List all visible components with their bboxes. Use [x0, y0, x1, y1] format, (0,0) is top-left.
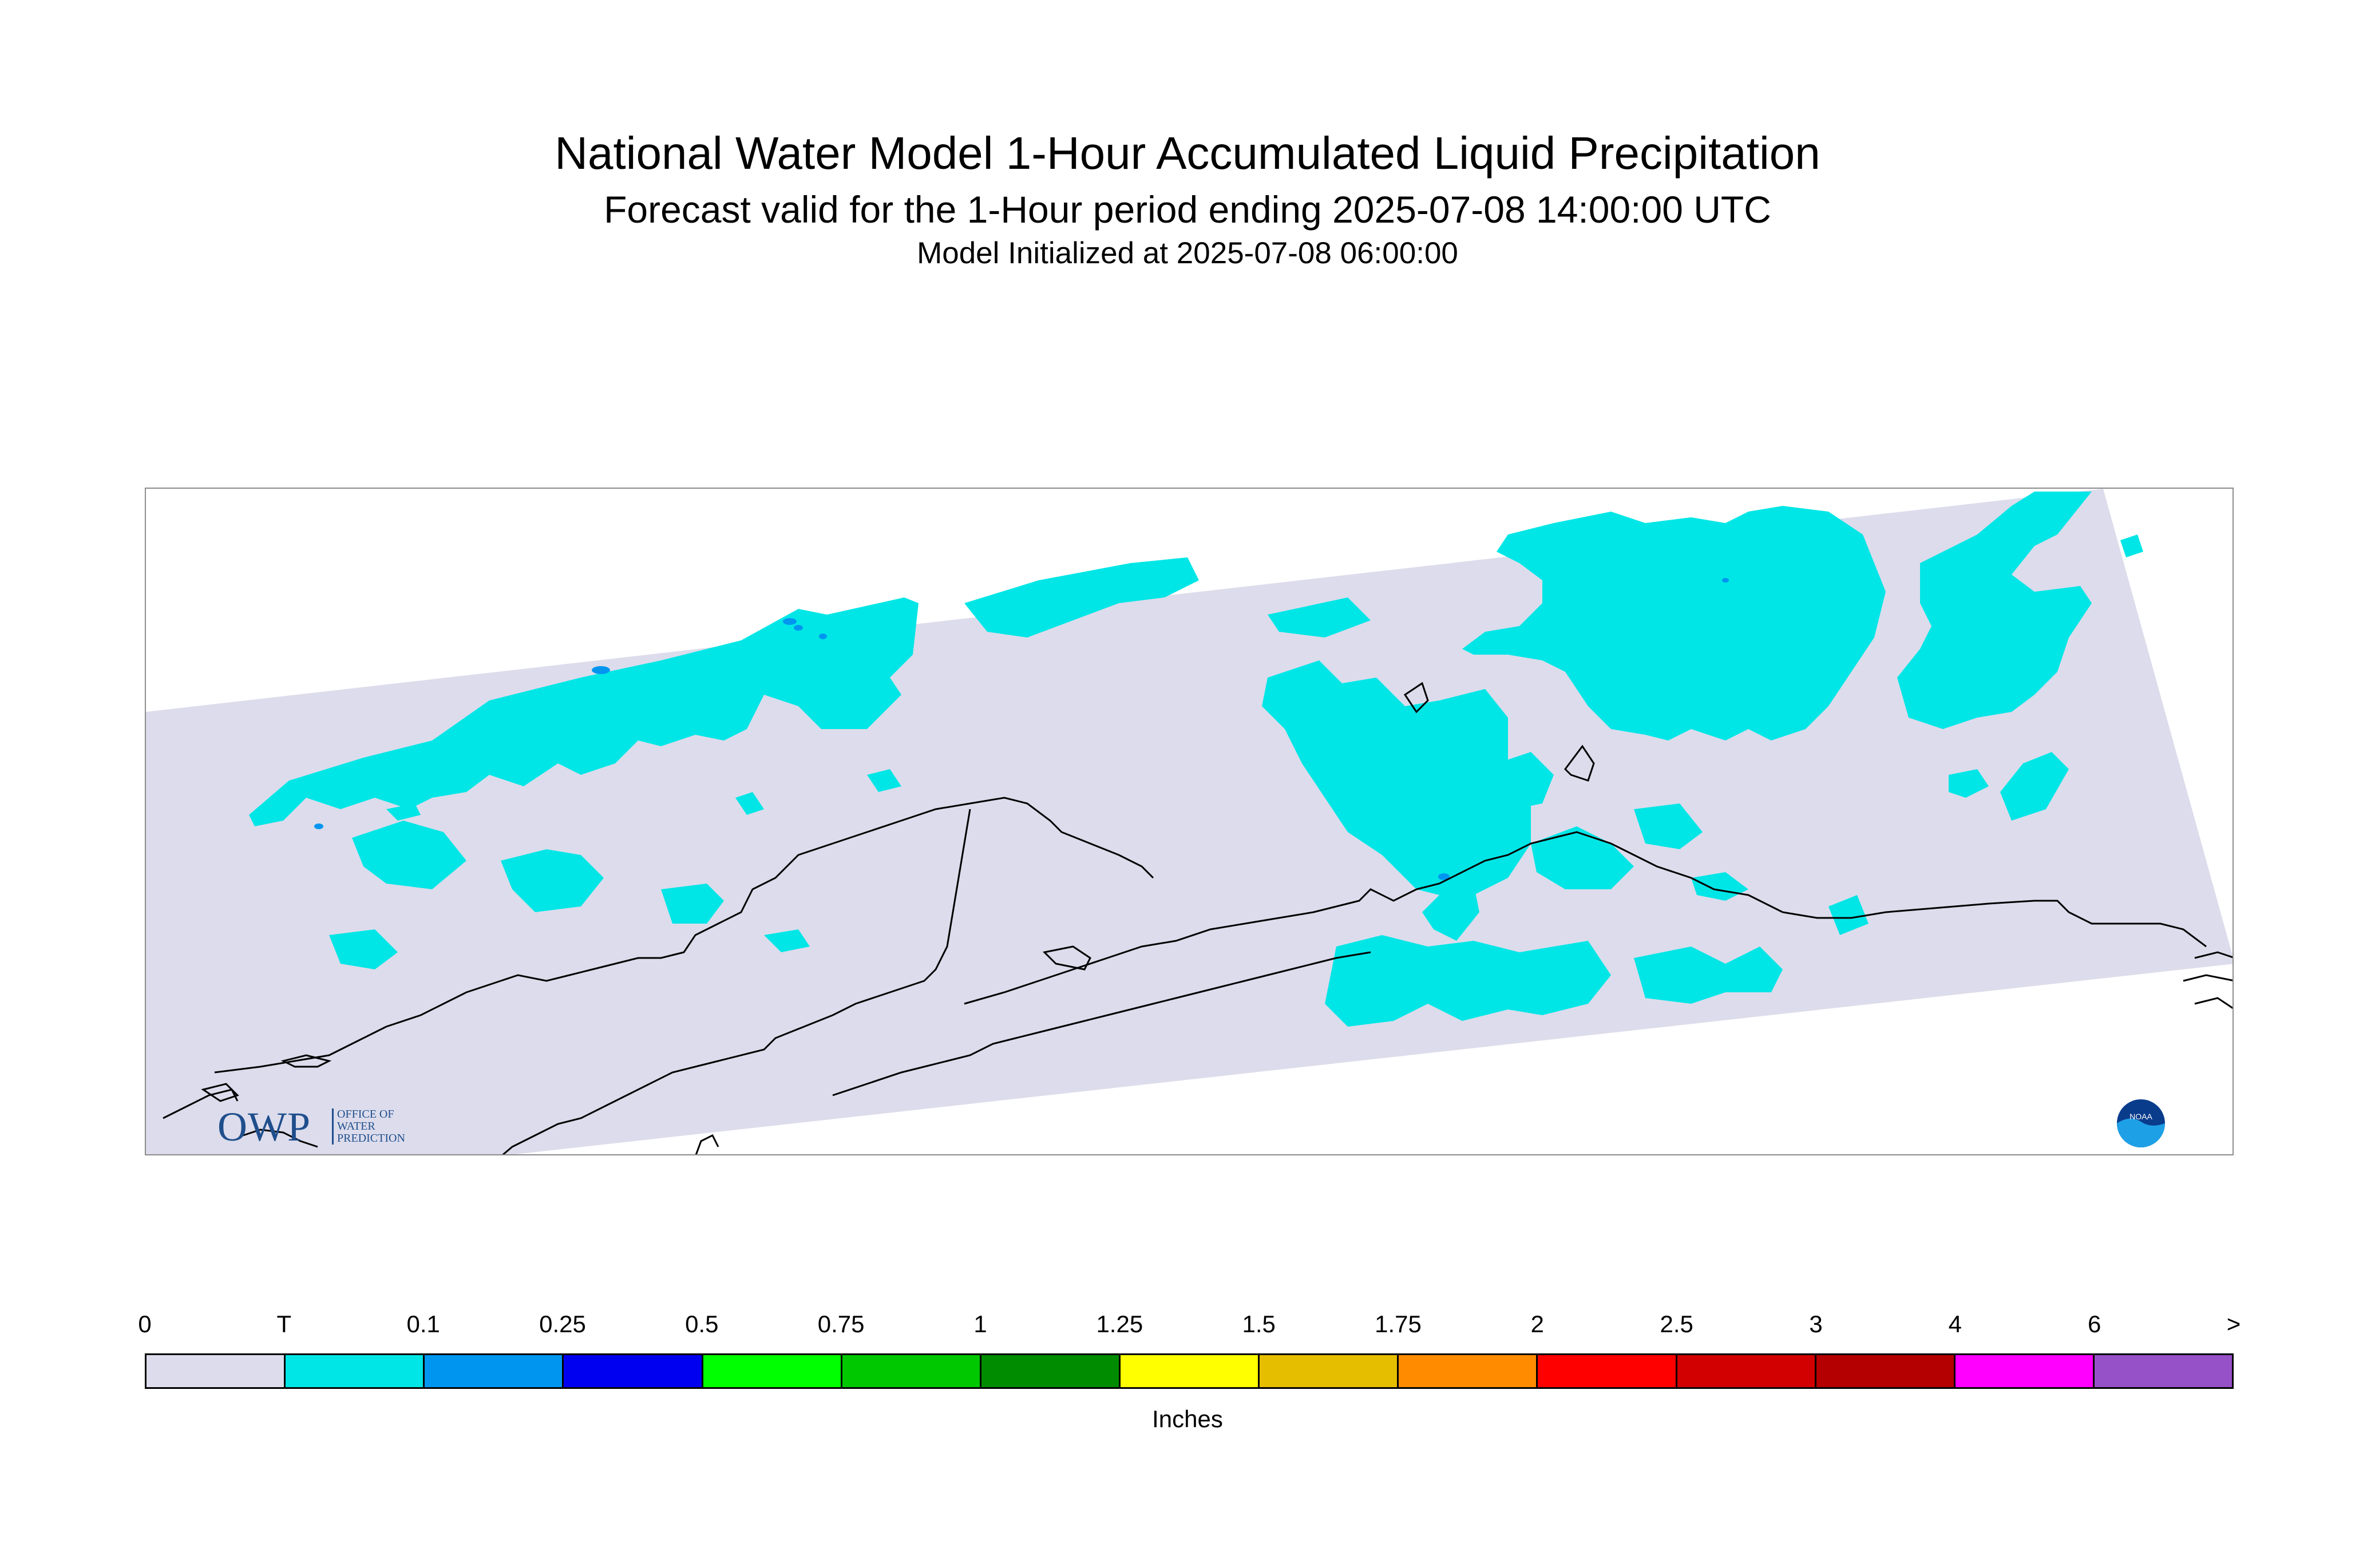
legend-tick-label: 3 — [1809, 1310, 1823, 1337]
legend-swatch — [2094, 1355, 2232, 1387]
noaa-logo-text: NOAA — [2129, 1112, 2152, 1121]
legend-swatch — [425, 1355, 564, 1387]
legend-tick-label: 2.5 — [1660, 1310, 1693, 1337]
map-title: National Water Model 1-Hour Accumulated … — [555, 128, 1820, 179]
legend-tick-label: T — [276, 1310, 292, 1337]
map-canvas — [146, 489, 2232, 1154]
legend-swatch — [564, 1355, 703, 1387]
legend-swatch — [1955, 1355, 2095, 1387]
legend-swatch — [1538, 1355, 1677, 1387]
legend-tick-label: 1.75 — [1375, 1310, 1422, 1337]
noaa-logo: NOAA — [2117, 1099, 2165, 1147]
legend-colorbar — [145, 1353, 2234, 1389]
legend-tick-label: 6 — [2087, 1310, 2101, 1337]
legend-tick-label: 1.25 — [1096, 1310, 1143, 1337]
owp-sub-line2: WATER — [337, 1120, 375, 1133]
legend-units: Inches — [1152, 1405, 1223, 1432]
legend-tick-label: > — [2226, 1310, 2241, 1337]
legend-tick-label: 0.5 — [685, 1310, 719, 1337]
legend-tick-label: 1 — [973, 1310, 987, 1337]
owp-sub-line1: OFFICE OF — [337, 1108, 394, 1120]
init-time: Model Initialized at 2025-07-08 06:00:00 — [917, 236, 1458, 270]
legend-tick-label: 0 — [138, 1310, 152, 1337]
legend-tick-label: 2 — [1530, 1310, 1545, 1337]
legend-swatch — [981, 1355, 1121, 1387]
owp-sub-line3: PREDICTION — [337, 1132, 405, 1145]
legend-swatch — [1120, 1355, 1260, 1387]
legend-swatch — [1677, 1355, 1816, 1387]
precipitation-map: OWP OFFICE OF WATER PREDICTION NOAA — [145, 488, 2234, 1155]
owp-logo-subtext: OFFICE OF WATER PREDICTION — [332, 1108, 405, 1145]
owp-logo-text: OWP — [217, 1104, 311, 1150]
legend-tick-label: 0.1 — [406, 1310, 440, 1337]
map-subtitle: Forecast valid for the 1-Hour period end… — [604, 188, 1771, 231]
legend-swatch — [1816, 1355, 1956, 1387]
legend-tick-label: 0.75 — [817, 1310, 865, 1337]
legend-swatch — [286, 1355, 425, 1387]
trace-precip-regions — [249, 492, 2143, 1027]
legend-tick-label: 0.25 — [539, 1310, 586, 1337]
legend-swatch — [703, 1355, 842, 1387]
legend-swatch — [147, 1355, 286, 1387]
legend-tick-label: 4 — [1948, 1310, 1962, 1337]
owp-logo: OWP OFFICE OF WATER PREDICTION — [217, 1104, 435, 1150]
coastlines — [163, 682, 2232, 1154]
light-precip-spots — [314, 578, 1729, 880]
legend-tick-label: 1.5 — [1242, 1310, 1276, 1337]
legend-swatch — [842, 1355, 981, 1387]
legend-swatch — [1399, 1355, 1538, 1387]
legend-swatch — [1260, 1355, 1399, 1387]
